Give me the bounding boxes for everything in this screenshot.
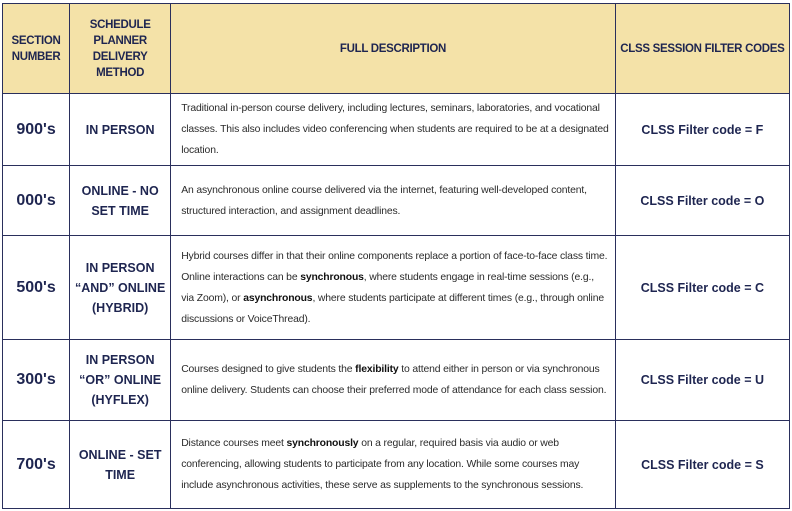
description-text: An asynchronous online course delivered … xyxy=(181,184,587,217)
description-text: Traditional in-person course delivery, i… xyxy=(181,103,609,156)
full-description: Traditional in-person course delivery, i… xyxy=(170,93,616,166)
description-text: , where students participate at differen… xyxy=(181,292,604,325)
table-row: 300's IN PERSON “OR” ONLINE (HYFLEX) Cours… xyxy=(1,339,791,421)
full-description: Hybrid courses differ in that their onli… xyxy=(170,235,616,340)
header-row: SECTION NUMBER SCHEDULE PLANNER DELIVERY… xyxy=(1,3,791,94)
description-emphasis: asynchronous xyxy=(243,292,313,304)
description-text: Courses designed to give students the xyxy=(181,364,356,375)
section-number: 700's xyxy=(1,420,71,509)
header-filter-codes: CLSS SESSION FILTER CODES xyxy=(614,3,791,94)
delivery-method: ONLINE - NO SET TIME xyxy=(69,165,172,236)
section-number: 500's xyxy=(1,235,71,340)
header-section-number: SECTION NUMBER xyxy=(1,3,71,94)
full-description: An asynchronous online course delivered … xyxy=(170,165,616,236)
filter-code: CLSS Filter code = U xyxy=(614,339,791,421)
filter-code: CLSS Filter code = C xyxy=(614,235,791,340)
filter-code: CLSS Filter code = O xyxy=(614,165,791,236)
delivery-methods-table: SECTION NUMBER SCHEDULE PLANNER DELIVERY… xyxy=(1,3,791,509)
full-description: Distance courses meet synchronously on a… xyxy=(170,420,616,509)
description-emphasis: synchronously xyxy=(286,438,359,449)
filter-code: CLSS Filter code = F xyxy=(614,93,791,166)
delivery-method: IN PERSON xyxy=(69,93,172,166)
delivery-method: ONLINE - SET TIME xyxy=(69,420,172,509)
table-row: 500's IN PERSON “AND” ONLINE (HYBRID) Hybr… xyxy=(1,235,791,340)
full-description: Courses designed to give students the fl… xyxy=(170,339,616,421)
table-row: 700's ONLINE - SET TIME Distance courses m… xyxy=(1,420,791,509)
header-full-description: FULL DESCRIPTION xyxy=(170,3,616,94)
description-emphasis: flexibility xyxy=(355,364,399,375)
description-text: Hybrid courses differ in that their onli… xyxy=(181,250,608,283)
description-emphasis: synchronous xyxy=(300,271,364,283)
table-row: 900's IN PERSON Traditional in-person cour… xyxy=(1,93,791,166)
description-text: on a regular, required basis via audio o… xyxy=(181,438,584,491)
delivery-method: IN PERSON “AND” ONLINE (HYBRID) xyxy=(69,235,172,340)
header-delivery-method: SCHEDULE PLANNER DELIVERY METHOD xyxy=(69,3,172,94)
filter-code: CLSS Filter code = S xyxy=(614,420,791,509)
section-number: 900's xyxy=(1,93,71,166)
section-number: 300's xyxy=(1,339,71,421)
description-text: Distance courses meet xyxy=(181,438,287,449)
section-number: 000's xyxy=(1,165,71,236)
description-text: to attend either in person or via synchr… xyxy=(181,364,607,396)
delivery-method: IN PERSON “OR” ONLINE (HYFLEX) xyxy=(69,339,172,421)
description-text: , where students engage in real-time ses… xyxy=(181,271,594,304)
table-row: 000's ONLINE - NO SET TIME An asynchronous… xyxy=(1,165,791,236)
